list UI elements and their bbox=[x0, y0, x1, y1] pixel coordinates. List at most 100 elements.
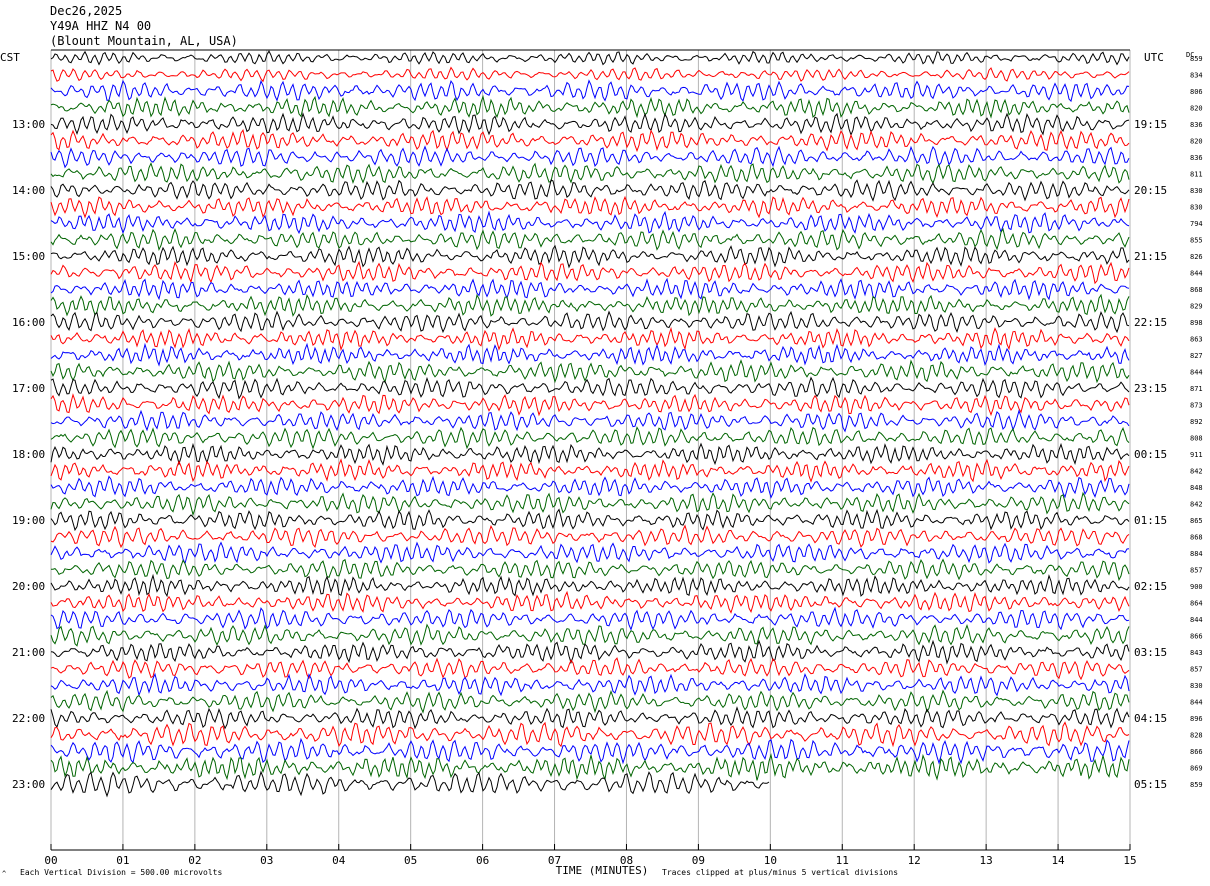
utc-hour-label: 21:15 bbox=[1134, 250, 1167, 263]
seismic-trace bbox=[50, 179, 1130, 202]
cst-hour-label: 23:00 bbox=[12, 778, 45, 791]
seismic-trace bbox=[50, 326, 1130, 352]
seismic-trace bbox=[50, 162, 1130, 185]
seismic-trace bbox=[50, 145, 1130, 169]
seismic-trace bbox=[50, 94, 1130, 119]
clip-note: Traces clipped at plus/minus 5 vertical … bbox=[662, 868, 898, 877]
seismic-trace bbox=[50, 541, 1130, 566]
seismic-trace bbox=[50, 721, 1130, 748]
seismic-trace bbox=[50, 50, 1130, 66]
dc-offset-value: 843 bbox=[1190, 649, 1203, 657]
dc-offset-value: 836 bbox=[1190, 154, 1203, 162]
x-tick-label: 12 bbox=[908, 854, 921, 867]
x-tick-label: 11 bbox=[836, 854, 849, 867]
seismic-trace bbox=[50, 524, 1130, 549]
seismic-trace bbox=[50, 195, 1130, 219]
utc-axis-label: UTC bbox=[1144, 51, 1164, 64]
dc-offset-value: 820 bbox=[1190, 105, 1203, 113]
dc-offset-value: 857 bbox=[1190, 666, 1203, 674]
dc-offset-value: 830 bbox=[1190, 682, 1203, 690]
dc-offset-value: 844 bbox=[1190, 616, 1203, 624]
station-label: Y49A HHZ N4 00 bbox=[50, 19, 152, 33]
cst-hour-label: 16:00 bbox=[12, 316, 45, 329]
dc-offset-value: 842 bbox=[1190, 468, 1203, 476]
seismic-trace bbox=[50, 689, 1130, 714]
seismic-trace bbox=[50, 277, 1130, 301]
dc-offset-value: 857 bbox=[1190, 567, 1203, 575]
x-tick-label: 01 bbox=[116, 854, 129, 867]
x-tick-label: 04 bbox=[332, 854, 346, 867]
utc-hour-label: 04:15 bbox=[1134, 712, 1167, 725]
cst-hour-label: 19:00 bbox=[12, 514, 45, 527]
seismic-trace bbox=[50, 753, 1130, 781]
utc-hour-label: 05:15 bbox=[1134, 778, 1167, 791]
utc-hour-label: 20:15 bbox=[1134, 184, 1167, 197]
dc-offset-value: 827 bbox=[1190, 352, 1203, 360]
seismic-trace bbox=[50, 770, 770, 798]
dc-offset-value: 836 bbox=[1190, 121, 1203, 129]
dc-offset-value: 868 bbox=[1190, 286, 1203, 294]
dc-offset-value: 866 bbox=[1190, 748, 1203, 756]
dc-offset-value: 806 bbox=[1190, 88, 1203, 96]
utc-hour-label: 02:15 bbox=[1134, 580, 1167, 593]
seismic-trace bbox=[51, 558, 1130, 582]
seismic-trace bbox=[50, 112, 1130, 137]
dc-offset-value: 829 bbox=[1190, 303, 1203, 311]
seismic-trace bbox=[50, 706, 1130, 730]
seismic-trace bbox=[50, 573, 1130, 598]
scale-note: Each Vertical Division = 500.00 microvol… bbox=[20, 868, 222, 877]
dc-offset-value: 863 bbox=[1190, 336, 1203, 344]
seismic-trace bbox=[50, 639, 1130, 665]
dc-offset-value: 794 bbox=[1190, 220, 1203, 228]
x-tick-label: 09 bbox=[692, 854, 705, 867]
x-tick-label: 10 bbox=[764, 854, 777, 867]
dc-offset-value: 868 bbox=[1190, 534, 1203, 542]
seismic-trace bbox=[50, 623, 1130, 647]
seismic-trace bbox=[50, 79, 1130, 103]
dc-offset-value: 830 bbox=[1190, 204, 1203, 212]
dc-offset-value: 869 bbox=[1190, 765, 1203, 773]
cst-hour-label: 18:00 bbox=[12, 448, 45, 461]
x-tick-label: 03 bbox=[260, 854, 273, 867]
seismic-trace bbox=[50, 475, 1130, 499]
cst-hour-label: 15:00 bbox=[12, 250, 45, 263]
dc-offset-value: 848 bbox=[1190, 484, 1203, 492]
seismic-trace bbox=[50, 590, 1130, 614]
cst-hour-label: 17:00 bbox=[12, 382, 45, 395]
dc-offset-value: 865 bbox=[1190, 517, 1203, 525]
dc-offset-value: 842 bbox=[1190, 501, 1203, 509]
seismic-trace bbox=[50, 129, 1130, 153]
utc-hour-label: 00:15 bbox=[1134, 448, 1167, 461]
seismic-trace bbox=[50, 342, 1130, 367]
dc-offset-value: 826 bbox=[1190, 253, 1203, 261]
x-tick-label: 00 bbox=[44, 854, 57, 867]
dc-offset-value: 844 bbox=[1190, 369, 1203, 377]
cst-hour-label: 20:00 bbox=[12, 580, 45, 593]
x-tick-label: 15 bbox=[1123, 854, 1136, 867]
corner-mark: ^ bbox=[2, 870, 6, 878]
seismic-trace bbox=[50, 409, 1130, 433]
seismic-trace bbox=[50, 210, 1130, 235]
dc-offset-value: 896 bbox=[1190, 715, 1203, 723]
x-axis-title: TIME (MINUTES) bbox=[556, 864, 649, 877]
utc-hour-label: 23:15 bbox=[1134, 382, 1167, 395]
dc-offset-value: 871 bbox=[1190, 385, 1203, 393]
x-tick-label: 02 bbox=[188, 854, 201, 867]
dc-offset-value: 811 bbox=[1190, 171, 1203, 179]
seismic-trace bbox=[50, 657, 1130, 681]
seismic-trace bbox=[50, 672, 1130, 697]
x-tick-label: 05 bbox=[404, 854, 417, 867]
seismic-trace bbox=[50, 260, 1130, 285]
utc-hour-label: 01:15 bbox=[1134, 514, 1167, 527]
dc-offset-value: 864 bbox=[1190, 600, 1203, 608]
dc-offset-value: 844 bbox=[1190, 699, 1203, 707]
dc-offset-value: 844 bbox=[1190, 270, 1203, 278]
location-label: (Blount Mountain, AL, USA) bbox=[50, 34, 238, 48]
seismic-trace bbox=[50, 376, 1130, 400]
dc-label: DC bbox=[1186, 51, 1194, 59]
seismic-trace bbox=[50, 737, 1130, 765]
seismic-trace bbox=[50, 426, 1130, 450]
seismic-trace bbox=[50, 227, 1130, 251]
dc-offset-value: 900 bbox=[1190, 583, 1203, 591]
